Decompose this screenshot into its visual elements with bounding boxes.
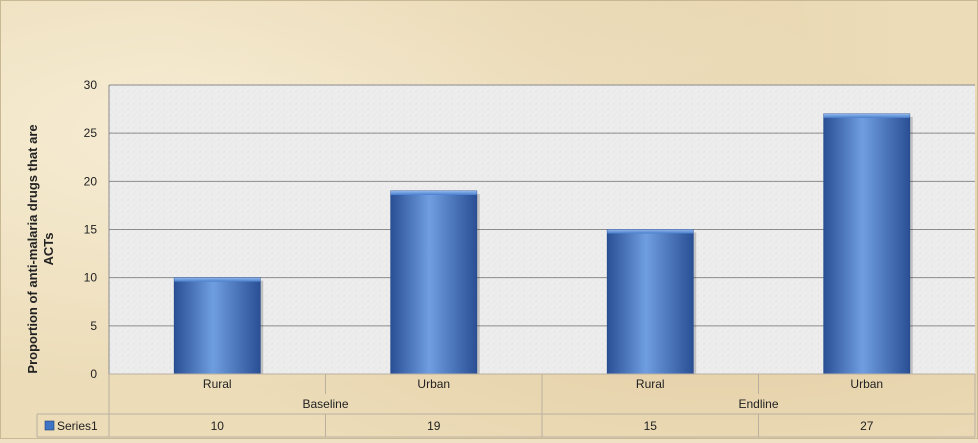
data-table-value: 10 xyxy=(211,419,225,433)
data-table-row-label: Series1 xyxy=(57,419,98,433)
bar-top-highlight xyxy=(390,190,477,195)
x-group-label: Endline xyxy=(738,397,778,411)
y-tick-label: 15 xyxy=(84,223,98,237)
bar-top-highlight xyxy=(823,113,910,118)
x-category-label: Urban xyxy=(850,377,883,391)
data-table-value: 19 xyxy=(427,419,441,433)
x-group-label: Baseline xyxy=(302,397,348,411)
y-axis-title-line-1: Proportion of anti-malaria drugs that ar… xyxy=(25,124,40,373)
y-tick-label: 0 xyxy=(90,367,97,381)
x-category-label: Urban xyxy=(417,377,450,391)
x-category-label: Rural xyxy=(636,377,665,391)
bar xyxy=(173,277,261,375)
bar xyxy=(823,113,911,375)
data-table-value: 15 xyxy=(644,419,658,433)
bar xyxy=(606,229,694,375)
y-axis-tick-labels: 0 5 10 15 20 25 30 xyxy=(84,78,98,381)
y-tick-label: 20 xyxy=(84,174,98,188)
y-axis-title-line-2: ACTs xyxy=(41,233,56,266)
data-table: Rural Urban Rural Urban Baseline Endline Serie… xyxy=(36,373,976,438)
bar xyxy=(390,190,478,375)
data-table-value: 27 xyxy=(860,419,874,433)
y-tick-label: 30 xyxy=(84,78,98,92)
bars xyxy=(173,113,913,375)
bar-top-highlight xyxy=(174,277,261,282)
x-category-label: Rural xyxy=(203,377,232,391)
y-tick-label: 10 xyxy=(84,271,98,285)
bar-top-highlight xyxy=(607,229,694,234)
y-tick-label: 5 xyxy=(90,319,97,333)
legend-key xyxy=(44,420,55,431)
y-tick-label: 25 xyxy=(84,126,98,140)
